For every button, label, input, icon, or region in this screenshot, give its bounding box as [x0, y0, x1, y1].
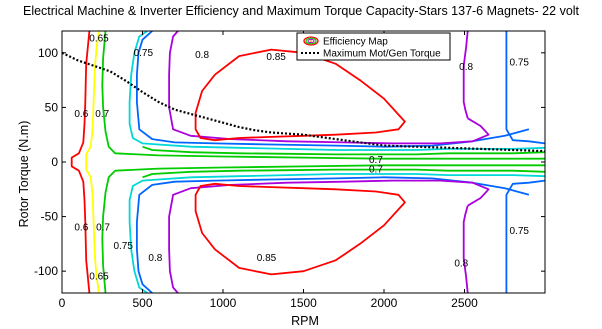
contour-label-11: 0.7 [96, 223, 110, 234]
plot-area: 0.650.75 0.8 0.850.8 0.750.6 0.70.70.70.6 0.7… [34, 30, 546, 310]
efficiency-contour-085-14 [168, 31, 490, 145]
x-tick-label: 500 [132, 296, 152, 310]
efficiency-contour-08-8 [505, 31, 545, 145]
y-tick-label: -100 [34, 264, 58, 278]
efficiency-contour-085-15 [168, 179, 490, 293]
plot-series [62, 31, 545, 293]
swatch-ring-red [303, 36, 319, 46]
swatch-ring-purple [307, 38, 315, 44]
contour-label-12: 0.75 [113, 241, 133, 252]
x-tick-label: 0 [59, 296, 66, 310]
contour-label-9: 0.7 [369, 165, 383, 176]
legend-efficiency-swatch [303, 36, 319, 46]
y-tick-label: -50 [41, 210, 59, 224]
y-axis-label: Rotor Torque (N.m) [17, 121, 31, 228]
efficiency-contour-08-12 [462, 31, 469, 119]
contour-label-1: 0.75 [134, 48, 154, 59]
efficiency-contour-065-1 [85, 31, 100, 293]
swatch-center [309, 40, 313, 42]
contour-label-2: 0.8 [195, 50, 209, 61]
efficiency-contour-07-5 [142, 168, 545, 179]
x-axis-label: RPM [291, 314, 319, 328]
contour-label-16: 0.8 [454, 259, 468, 270]
efficiency-contour-08-13 [462, 205, 469, 293]
x-tick-label: 2500 [451, 296, 478, 310]
chart-title: Electrical Machine & Inverter Efficiency… [23, 4, 580, 18]
contour-label-7: 0.7 [95, 109, 109, 120]
efficiency-contour-07-2 [101, 31, 545, 160]
x-tick-label: 2000 [371, 296, 398, 310]
efficiency-contour-085-17 [194, 182, 406, 276]
legend-efficiency-label: Efficiency Map [323, 37, 388, 48]
efficiency-contour-08-9 [505, 179, 545, 293]
y-tick-label: 0 [51, 155, 58, 169]
efficiency-contour-07-3 [101, 164, 545, 293]
contour-label-10: 0.6 [74, 223, 88, 234]
contour-label-0: 0.65 [89, 34, 109, 45]
efficiency-contour-07-4 [142, 145, 545, 156]
contour-label-15: 0.75 [510, 226, 530, 237]
x-tick-label: 1000 [210, 296, 237, 310]
y-tick-label: 50 [45, 100, 59, 114]
efficiency-contour-075-7 [128, 173, 545, 293]
contour-label-8: 0.7 [369, 155, 383, 166]
contour-label-5: 0.75 [510, 58, 530, 69]
max-torque-curve [62, 51, 545, 153]
contour-label-4: 0.8 [459, 62, 473, 73]
y-tick-label: 100 [38, 46, 58, 60]
contour-label-13: 0.8 [148, 253, 162, 264]
contour-label-6: 0.6 [74, 109, 88, 120]
contour-label-3: 0.85 [266, 52, 286, 63]
efficiency-contour-06-0 [70, 31, 91, 293]
legend-torque-label: Maximum Mot/Gen Torque [323, 49, 441, 60]
efficiency-contour-085-16 [194, 48, 406, 142]
contour-label-17: 0.65 [89, 272, 109, 283]
contour-label-14: 0.85 [257, 253, 277, 264]
swatch-ring-green [305, 37, 317, 45]
legend-box [296, 32, 451, 61]
x-tick-label: 1500 [290, 296, 317, 310]
